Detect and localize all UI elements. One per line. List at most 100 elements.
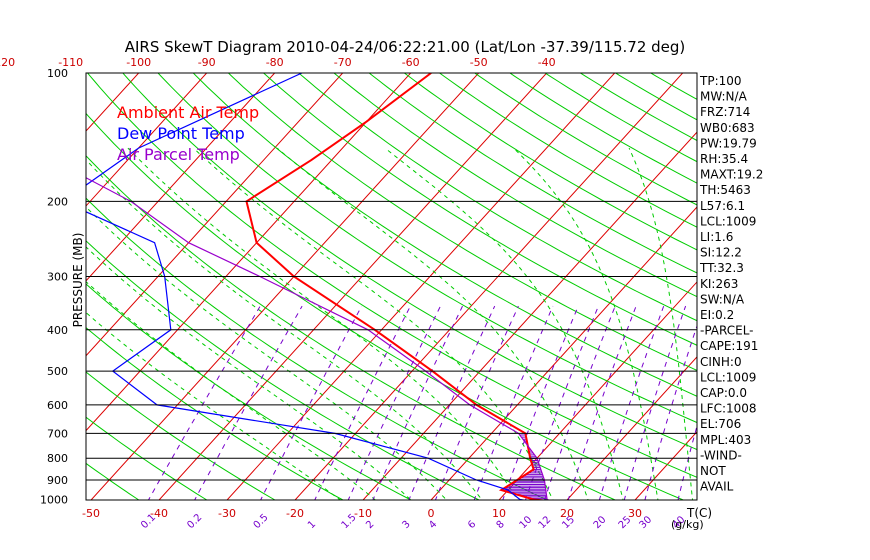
stability-index-item: NOT (700, 464, 726, 478)
x-unit-label: T(C) (686, 506, 712, 520)
y-axis-label: PRESSURE (MB) (71, 233, 85, 328)
mixing-ratio-line (372, 305, 463, 500)
top-temp-tick-label: -120 (0, 56, 15, 69)
stability-index-item: TT:32.3 (699, 261, 744, 275)
bottom-temp-tick-label: -50 (82, 507, 100, 520)
mixing-ratio-line (260, 305, 363, 500)
stability-index-item: L57:6.1 (700, 199, 745, 213)
top-temp-tick-label: -60 (402, 56, 420, 69)
stability-index-item: WB0:683 (700, 121, 755, 135)
dry-adiabat-line (86, 327, 344, 500)
background-grid (86, 73, 697, 500)
dry-adiabat-line (157, 73, 697, 424)
legend: Ambient Air Temp Dew Point Temp Air Parc… (117, 103, 259, 164)
moist-adiabat-line (86, 311, 342, 500)
dry-adiabat-line (86, 240, 481, 500)
isotherm-line (86, 73, 344, 357)
dry-adiabat-line (192, 73, 697, 397)
pressure-tick-label: 600 (47, 399, 68, 412)
dry-adiabat-line (473, 73, 697, 206)
mixing-ratio-line (524, 305, 599, 500)
stability-index-item: TH:5463 (699, 183, 751, 197)
legend-air-parcel-temp: Air Parcel Temp (117, 145, 240, 164)
stability-index-item: -WIND- (700, 448, 742, 462)
stability-index-item: AVAIL (700, 480, 734, 494)
dry-adiabat-line (227, 73, 697, 371)
top-temp-tick-label: -40 (538, 56, 556, 69)
stability-index-item: TP:100 (699, 74, 742, 88)
bottom-temp-tick-label: -30 (218, 507, 236, 520)
bottom-temp-tick-label: -20 (286, 507, 304, 520)
stability-index-item: EL:706 (700, 417, 741, 431)
stability-index-item: KI:263 (700, 277, 738, 291)
pressure-tick-label: 900 (47, 474, 68, 487)
stability-index-item: LI:1.6 (700, 230, 733, 244)
dry-adiabat-line (86, 73, 697, 478)
pressure-tick-label: 800 (47, 452, 68, 465)
bottom-temp-tick-label: 30 (628, 507, 642, 520)
stability-index-item: SW:N/A (700, 292, 745, 306)
stability-index-item: MPL:403 (700, 433, 751, 447)
isobar-lines (86, 200, 697, 481)
dry-adiabat-line (86, 155, 617, 500)
stability-index-item: LFC:1008 (700, 402, 757, 416)
pressure-tick-label: 700 (47, 427, 68, 440)
pressure-tick-label: 300 (47, 271, 68, 284)
moist-adiabat-line (193, 147, 554, 500)
bottom-temp-tick-label: 20 (560, 507, 574, 520)
chart-title: AIRS SkewT Diagram 2010-04-24/06:22:21.0… (125, 38, 686, 56)
mixing-ratio-line (408, 305, 496, 500)
pressure-tick-label: 1000 (40, 494, 68, 507)
legend-dew-point-temp: Dew Point Temp (117, 124, 245, 143)
dry-adiabat-line (509, 73, 697, 184)
mixing-ratio-line (502, 305, 579, 500)
mixing-ratio-line (434, 305, 519, 500)
dry-adiabat-line (122, 73, 697, 451)
stability-index-item: CAPE:191 (700, 339, 758, 353)
mixing-ratio-line (347, 305, 441, 500)
pressure-tick-label: 100 (47, 67, 68, 80)
isotherm-line (86, 73, 412, 432)
moist-adiabat-line (513, 147, 659, 500)
top-temp-tick-label: -70 (334, 56, 352, 69)
dry-adiabat-line (368, 73, 697, 274)
moist-adiabat-line (127, 147, 519, 500)
stability-index-item: EI:0.2 (700, 308, 734, 322)
top-temp-tick-label: -110 (58, 56, 83, 69)
stability-index-item: LCL:1009 (700, 370, 756, 384)
isotherm-line (498, 281, 697, 500)
moist-adiabat-line (86, 159, 483, 500)
ambient-air-temp-line (245, 73, 550, 500)
top-temp-tick-label: -80 (266, 56, 284, 69)
mixing-ratio-line (543, 305, 616, 500)
dew-point-temp-line (86, 73, 528, 500)
top-temp-tick-label: -50 (470, 56, 488, 69)
plot-frame (85, 72, 698, 501)
dry-adiabat-line (86, 197, 549, 500)
dry-adiabat-line (579, 73, 697, 142)
mixing-ratio-line (314, 305, 411, 500)
dry-adiabat-line (333, 73, 697, 298)
stability-index-item: -PARCEL- (700, 324, 754, 338)
mixing-ratio-line (194, 305, 303, 500)
stability-index-item: CINH:0 (700, 355, 742, 369)
dry-adiabat-line (403, 73, 697, 251)
moist-adiabat-line (86, 246, 412, 500)
isotherm-line (158, 73, 548, 500)
dry-adiabat-line (298, 73, 697, 322)
moist-adiabat-line (628, 147, 694, 500)
stability-index-item: LCL:1009 (700, 214, 756, 228)
stability-index-item: MAXT:19.2 (700, 168, 763, 182)
stability-index-item: MW:N/A (700, 90, 748, 104)
mixing-ratio-line (473, 305, 554, 500)
bottom-temp-tick-label: 0 (428, 507, 435, 520)
isotherm-line (566, 356, 697, 500)
isotherm-line (430, 206, 697, 500)
isotherm-line (294, 73, 684, 500)
dry-adiabat-line (86, 371, 276, 500)
dry-adiabat-line (86, 416, 208, 500)
stability-index-item: RH:35.4 (700, 152, 748, 166)
dry-adiabat-line (86, 112, 685, 500)
isotherm-line (226, 73, 616, 500)
